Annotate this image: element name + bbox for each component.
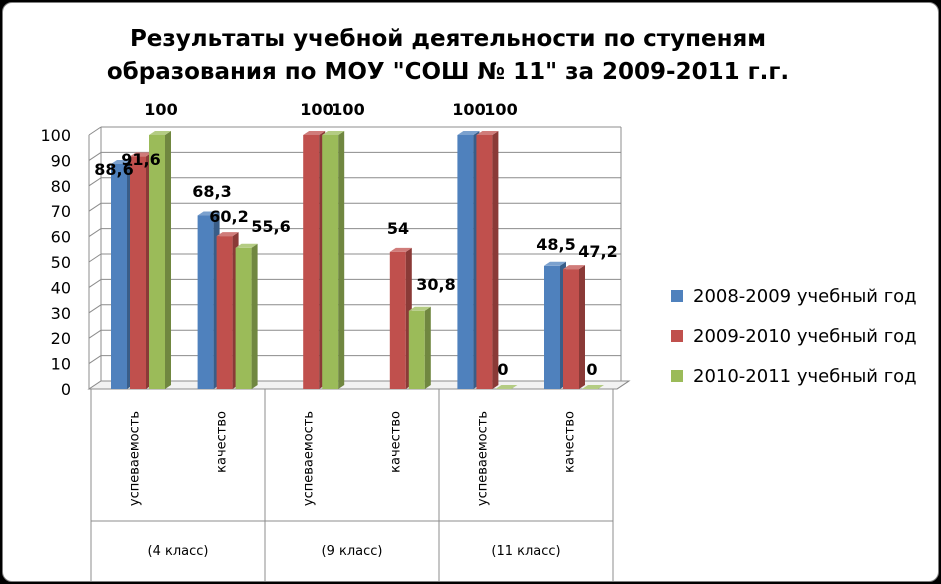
legend-swatch: [671, 370, 683, 382]
data-label: 91,6: [121, 150, 160, 169]
y-tick-label: 100: [40, 126, 71, 145]
bar-side: [492, 131, 499, 389]
data-label: 60,2: [209, 207, 248, 226]
data-label: 100: [144, 100, 177, 119]
y-tick-label: 10: [51, 355, 71, 374]
bar-top: [303, 131, 326, 135]
bar: [197, 215, 214, 389]
bar: [389, 251, 406, 389]
legend-swatch: [671, 330, 683, 342]
x-category-label: успеваемость: [302, 411, 317, 506]
bar: [322, 135, 339, 389]
data-label: 0: [586, 360, 597, 379]
plot-area: 0 10 20 30 40 50 60 70 80 90 100 успеваемость качест…: [40, 100, 631, 581]
data-label: 100: [452, 100, 485, 119]
legend-item: 2009-2010 учебный год: [671, 325, 917, 347]
gridline-side: [88, 228, 102, 238]
bar-top: [149, 131, 171, 135]
x-category-label: успеваемость: [476, 411, 491, 506]
legend-item: 2008-2009 учебный год: [671, 285, 917, 307]
legend-item: 2010-2011 учебный год: [671, 365, 917, 387]
bar: [149, 135, 165, 389]
legend-label: 2009-2010 учебный год: [693, 325, 917, 347]
y-tick-label: 50: [51, 253, 71, 272]
bar-side: [424, 306, 431, 389]
bar-top: [389, 247, 412, 252]
y-tick-label: 80: [51, 177, 71, 196]
bar: [235, 247, 252, 389]
gridline-side: [88, 151, 102, 161]
bar: [457, 135, 474, 389]
data-label: 100: [300, 100, 333, 119]
chart-title-line-1: Результаты учебной деятельности по ступе…: [129, 26, 767, 52]
data-label: 100: [331, 100, 364, 119]
data-label: 48,5: [536, 235, 575, 254]
y-tick-label: 0: [61, 380, 71, 399]
bar-side: [338, 131, 345, 389]
x-group-label: (4 класс): [148, 544, 209, 559]
bar-side: [579, 265, 585, 389]
gridline-side: [88, 304, 102, 314]
x-group-label: (9 класс): [322, 544, 383, 559]
bar-side: [165, 131, 171, 389]
x-group-label: (11 класс): [491, 544, 560, 559]
x-category-label: качество: [215, 411, 230, 473]
legend: 2008-2009 учебный год 2009-2010 учебный г…: [671, 285, 917, 405]
bar: [476, 135, 493, 389]
legend-label: 2010-2011 учебный год: [693, 365, 917, 387]
data-label: 55,6: [251, 217, 290, 236]
chart-title-line-2: образования по МОУ "СОШ № 11" за 2009-20…: [106, 59, 790, 85]
bar-top: [216, 232, 239, 237]
data-label: 47,2: [578, 242, 617, 261]
gridline-side: [88, 329, 102, 339]
bar: [563, 269, 579, 389]
y-tick-label: 90: [51, 151, 71, 170]
x-category-label: успеваемость: [128, 411, 143, 506]
data-label: 68,3: [192, 182, 231, 201]
bar-top: [582, 385, 604, 389]
gridline-side: [88, 355, 102, 365]
y-tick-label: 70: [51, 202, 71, 221]
bar: [544, 265, 560, 389]
data-label: 54: [387, 219, 409, 238]
bar: [408, 310, 425, 389]
bar-top: [197, 211, 220, 216]
bar: [216, 236, 233, 389]
gridline-side: [88, 278, 102, 288]
gridline-side: [88, 177, 102, 187]
y-tick-label: 20: [51, 329, 71, 348]
x-category-label: качество: [389, 411, 404, 473]
floor-edge: [616, 380, 630, 390]
chart-title: Результаты учебной деятельности по ступе…: [63, 23, 833, 89]
bar-side: [251, 243, 258, 389]
bar-top: [563, 265, 585, 270]
gridline-side: [88, 126, 102, 136]
bar: [130, 156, 146, 389]
bar: [111, 163, 127, 389]
gridline-side: [88, 253, 102, 263]
gridline-side: [88, 202, 102, 212]
bar-top: [476, 131, 499, 135]
bar: [303, 135, 320, 389]
bar-top: [235, 243, 258, 248]
y-tick-label: 60: [51, 228, 71, 247]
bar-top: [111, 159, 133, 164]
data-label: 30,8: [416, 275, 455, 294]
legend-label: 2008-2009 учебный год: [693, 285, 917, 307]
bar-top: [495, 385, 518, 389]
bar-top: [544, 261, 566, 266]
bar-top: [457, 131, 480, 135]
data-label: 100: [484, 100, 517, 119]
data-label: 88,6: [94, 160, 133, 179]
bar-top: [408, 306, 431, 311]
bar-top: [322, 131, 345, 135]
y-tick-label: 30: [51, 304, 71, 323]
data-label: 0: [497, 360, 508, 379]
y-tick-label: 40: [51, 278, 71, 297]
legend-swatch: [671, 290, 683, 302]
bar-top: [130, 152, 152, 157]
x-category-label: качество: [563, 411, 578, 473]
